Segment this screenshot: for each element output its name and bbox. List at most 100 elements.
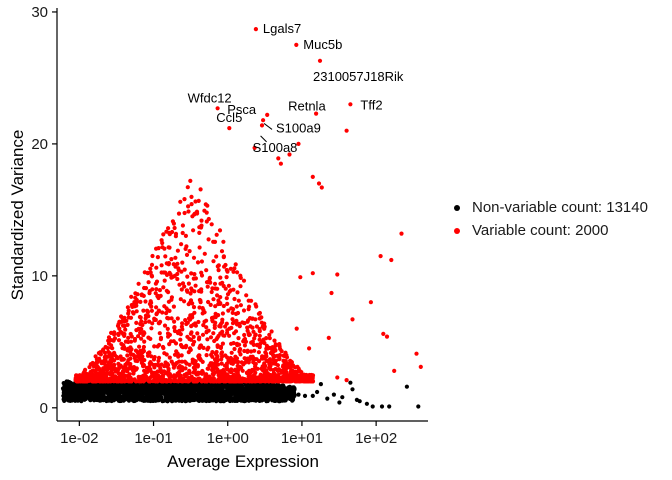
variable-point xyxy=(192,367,198,372)
variable-point xyxy=(278,346,283,351)
variable-point xyxy=(233,329,239,334)
variable-point xyxy=(191,276,196,281)
variable-point xyxy=(219,361,224,366)
variable-point xyxy=(267,336,272,341)
variable-point xyxy=(171,304,176,309)
variable-point xyxy=(103,366,108,371)
non-variable-point xyxy=(251,395,256,400)
variable-point xyxy=(229,367,234,372)
variable-point xyxy=(269,329,274,334)
variable-point xyxy=(196,371,201,376)
non-variable-point xyxy=(257,387,262,393)
x-axis-title: Average Expression xyxy=(167,452,319,471)
variable-point xyxy=(282,354,288,359)
variable-point xyxy=(210,367,215,373)
variable-point xyxy=(180,223,185,228)
variable-point xyxy=(261,354,266,359)
variable-point xyxy=(150,321,155,326)
variable-point xyxy=(179,353,184,358)
variable-point xyxy=(109,345,114,350)
variable-point xyxy=(218,373,223,378)
variable-point xyxy=(154,312,159,317)
variable-point xyxy=(250,316,255,321)
variable-point xyxy=(292,376,297,381)
variable-point xyxy=(235,343,240,348)
variable-point xyxy=(165,326,170,331)
variable-point xyxy=(200,359,205,364)
non-variable-point xyxy=(89,388,94,394)
variable-point xyxy=(191,361,196,366)
variable-point xyxy=(263,377,268,382)
non-variable-point xyxy=(85,392,90,397)
variable-point xyxy=(204,268,209,273)
variable-point xyxy=(245,349,250,354)
variable-point xyxy=(287,373,292,378)
label-leader-lines xyxy=(260,123,273,143)
variable-point xyxy=(245,356,250,361)
variable-point xyxy=(172,225,177,231)
variable-point xyxy=(153,378,158,383)
non-variable-point xyxy=(302,393,308,398)
variable-point xyxy=(344,128,349,133)
variable-point xyxy=(200,306,205,311)
outlier-points xyxy=(215,27,423,383)
variable-point xyxy=(236,298,241,303)
variable-point xyxy=(122,346,127,351)
variable-point xyxy=(225,373,230,378)
variable-point xyxy=(167,372,172,377)
variable-point xyxy=(180,281,186,286)
variable-point xyxy=(128,315,134,320)
variable-point xyxy=(147,319,152,324)
variable-point xyxy=(119,314,124,319)
variable-point xyxy=(204,330,209,335)
variable-point xyxy=(205,284,210,289)
variable-point xyxy=(262,326,267,331)
variable-point xyxy=(122,319,127,324)
variable-point xyxy=(148,367,153,372)
variable-point xyxy=(190,376,195,381)
non-variable-point xyxy=(93,394,98,399)
non-variable-point xyxy=(370,404,375,409)
x-tick-label: 1e+00 xyxy=(207,430,249,447)
legend-label-non-variable: Non-variable count: 13140 xyxy=(472,199,648,216)
variable-point xyxy=(125,367,130,372)
gene-label: S100a8 xyxy=(253,140,298,155)
variable-point xyxy=(163,360,168,365)
variable-point xyxy=(184,343,189,348)
variable-point xyxy=(166,368,171,373)
variable-point xyxy=(225,269,230,274)
variable-point xyxy=(140,350,145,355)
variable-point xyxy=(137,344,142,349)
variable-point xyxy=(146,378,151,383)
variable-point xyxy=(198,356,203,361)
variable-point xyxy=(110,374,115,379)
variable-point xyxy=(149,326,154,331)
variable-point xyxy=(178,332,183,337)
variable-point xyxy=(211,297,216,302)
variable-point xyxy=(271,378,276,384)
variable-point xyxy=(172,325,177,330)
legend-label-variable: Variable count: 2000 xyxy=(472,222,609,239)
variable-point xyxy=(201,323,206,328)
non-variable-point xyxy=(266,394,271,399)
gene-label: Tff2 xyxy=(360,97,382,112)
non-variable-point xyxy=(262,386,267,391)
variable-point xyxy=(224,275,229,280)
variable-point xyxy=(91,364,96,369)
non-variable-point xyxy=(273,392,279,397)
variable-point xyxy=(272,338,277,343)
non-variable-point xyxy=(130,396,135,401)
variable-point xyxy=(225,367,230,372)
gene-label: 2310057J18Rik xyxy=(313,69,404,84)
non-variable-point xyxy=(340,395,345,400)
variable-point xyxy=(241,378,246,383)
non-variable-point xyxy=(182,397,187,402)
non-variable-point xyxy=(134,386,139,392)
variable-point xyxy=(190,315,195,320)
variable-point xyxy=(246,318,251,323)
variable-point xyxy=(129,334,134,339)
variable-point xyxy=(122,315,127,320)
variable-point xyxy=(128,361,133,367)
variable-point xyxy=(158,378,163,383)
variable-point xyxy=(167,355,172,360)
